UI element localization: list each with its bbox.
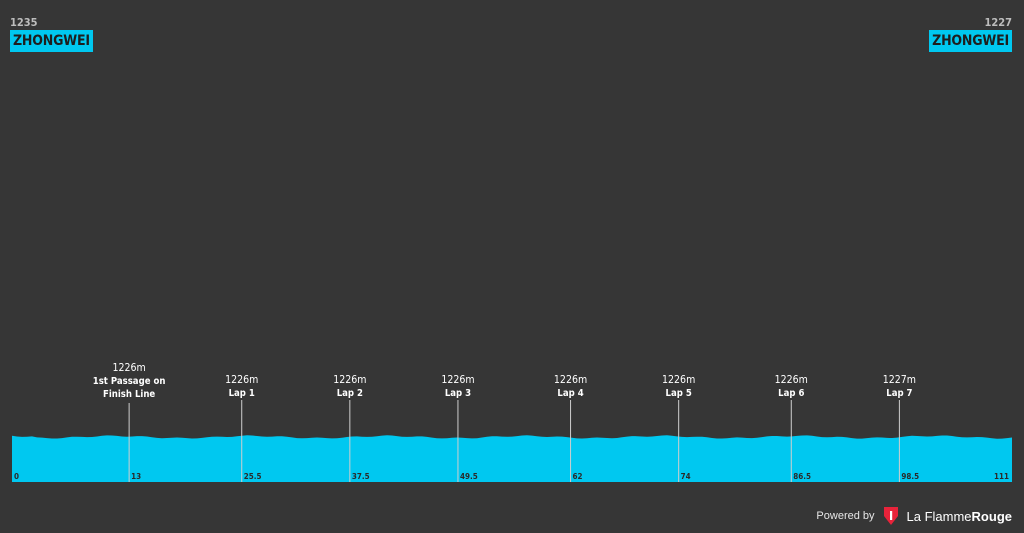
finish-town: ZHONGWEI	[929, 30, 1012, 52]
x-tick-label: 37.5	[352, 472, 370, 481]
x-tick-label: 49.5	[460, 472, 478, 481]
finish-altitude: 1227	[984, 16, 1012, 29]
flame-logo-icon	[883, 507, 898, 525]
checkpoint-altitude: 1227m	[883, 374, 916, 386]
footer-credit: Powered by La FlammeRouge	[816, 506, 1012, 526]
start-altitude: 1235	[10, 16, 38, 29]
checkpoint-name: Lap 5	[666, 388, 692, 399]
x-tick-label: 74	[681, 472, 691, 481]
checkpoint-name: Lap 1	[229, 388, 255, 399]
checkpoint-altitude: 1226m	[225, 374, 258, 386]
checkpoint-altitude: 1226m	[775, 374, 808, 386]
powered-by-text: Powered by	[816, 510, 875, 522]
brand-regular: La Flamme	[906, 508, 972, 524]
x-tick-label: 98.5	[901, 472, 919, 481]
x-tick-label: 62	[573, 472, 583, 481]
checkpoint-altitude: 1226m	[333, 374, 366, 386]
checkpoint-altitude: 1226m	[662, 374, 695, 386]
checkpoint-altitude: 1226m	[112, 362, 145, 374]
checkpoint-name: Lap 6	[778, 388, 804, 399]
checkpoint-name: Lap 3	[445, 388, 471, 399]
elevation-area	[12, 435, 1012, 482]
checkpoint-name: Lap 2	[337, 388, 363, 399]
brand-bold: Rouge	[971, 508, 1012, 524]
brand-name: La FlammeRouge	[907, 509, 1012, 524]
start-label: 1235 ZHONGWEI	[10, 16, 93, 52]
x-tick-label: 86.5	[793, 472, 811, 481]
x-tick-label: 25.5	[244, 472, 262, 481]
checkpoint-altitude: 1226m	[554, 374, 587, 386]
x-tick-label: 0	[14, 472, 19, 481]
x-tick-label: 111	[994, 472, 1009, 481]
finish-label: 1227 ZHONGWEI	[929, 16, 1012, 52]
checkpoint-name: Finish Line	[103, 389, 155, 400]
start-town: ZHONGWEI	[10, 30, 93, 52]
checkpoint-name: 1st Passage on	[93, 376, 166, 387]
checkpoint-name: Lap 7	[886, 388, 912, 399]
checkpoint-name: Lap 4	[557, 388, 583, 399]
x-tick-label: 13	[131, 472, 141, 481]
checkpoint-altitude: 1226m	[441, 374, 474, 386]
